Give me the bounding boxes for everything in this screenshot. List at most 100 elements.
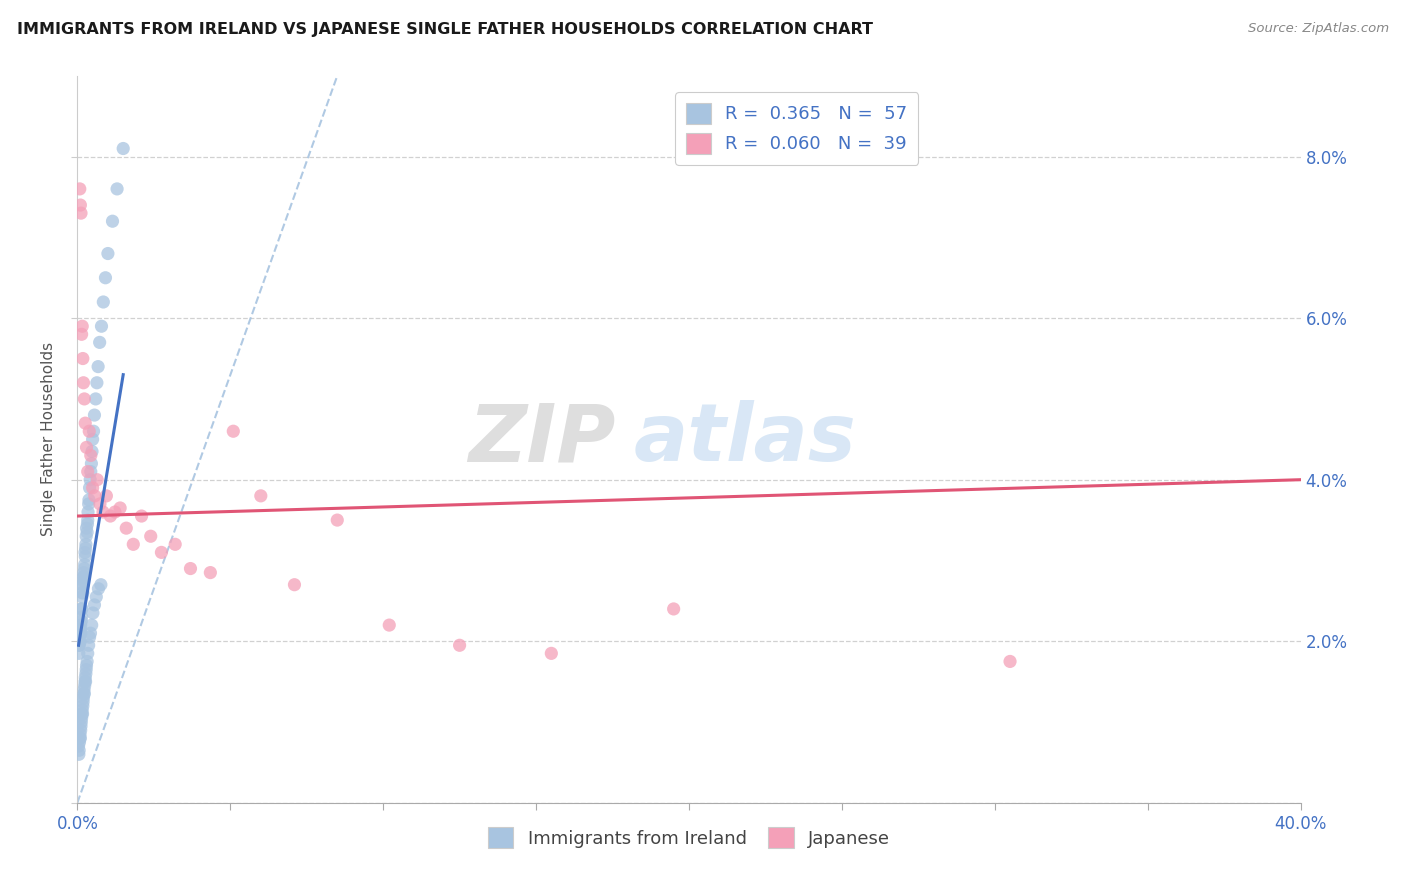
Point [76,655,98,669]
Point [200,566,222,580]
Point [91,295,114,310]
Point [80,457,103,471]
Point [72,586,94,600]
Point [72,706,94,721]
Point [77,497,100,511]
Point [76,465,98,479]
Point [72,351,94,366]
Point [80,618,103,632]
Point [73,679,96,693]
Point [79,626,101,640]
Point [79,481,101,495]
Point [84,392,107,406]
Point [73,545,96,559]
Point [89,335,111,350]
Point [82,606,104,620]
Point [76,521,98,535]
Point [139,529,162,543]
Point [90,319,112,334]
Point [73,561,96,575]
Point [72,569,94,583]
Point [72,578,94,592]
Point [73,392,96,406]
Point [84,590,107,604]
Point [73,558,96,572]
Point [70,614,93,628]
Point [662,602,685,616]
Point [70,714,93,729]
Point [378,618,401,632]
Point [70,711,93,725]
Point [69,735,91,749]
Point [222,424,245,438]
Point [108,500,131,515]
Point [89,497,111,511]
Point [112,141,135,155]
Point [96,489,118,503]
Point [98,509,121,524]
Point [80,449,103,463]
Point [72,698,94,713]
Point [70,602,93,616]
Point [83,424,105,438]
Point [75,416,97,430]
Point [70,590,93,604]
Point [87,359,110,374]
Point [82,481,104,495]
Point [73,687,96,701]
Point [75,537,97,551]
Text: ZIP: ZIP [468,401,616,478]
Point [72,695,94,709]
Point [76,517,98,532]
Point [67,747,90,762]
Point [326,513,349,527]
Point [73,674,96,689]
Point [104,505,127,519]
Point [179,561,201,575]
Point [105,182,128,196]
Point [998,655,1021,669]
Point [70,610,93,624]
Legend: Immigrants from Ireland, Japanese: Immigrants from Ireland, Japanese [481,821,897,855]
Point [77,638,100,652]
Point [75,674,97,689]
Point [76,525,98,540]
Point [69,727,91,741]
Point [69,618,91,632]
Point [250,489,273,503]
Point [70,626,93,640]
Point [131,509,153,524]
Text: atlas: atlas [634,401,856,478]
Point [115,521,138,535]
Point [75,671,97,685]
Point [75,541,97,556]
Point [77,424,100,438]
Point [101,214,124,228]
Point [69,626,91,640]
Point [165,537,187,551]
Point [91,505,114,519]
Point [75,663,97,677]
Point [67,638,90,652]
Point [150,545,173,559]
Point [73,566,96,580]
Point [70,586,93,600]
Point [76,441,98,455]
Point [97,246,120,260]
Point [69,198,91,212]
Point [75,666,97,681]
Point [77,505,100,519]
Point [80,444,103,458]
Point [69,723,91,737]
Point [72,690,94,705]
Point [83,489,105,503]
Point [67,739,90,754]
Point [87,582,110,596]
Point [80,465,103,479]
Point [79,630,101,644]
Point [540,646,562,660]
Point [86,376,108,390]
Point [69,622,91,636]
Point [70,319,93,334]
Point [75,549,97,564]
